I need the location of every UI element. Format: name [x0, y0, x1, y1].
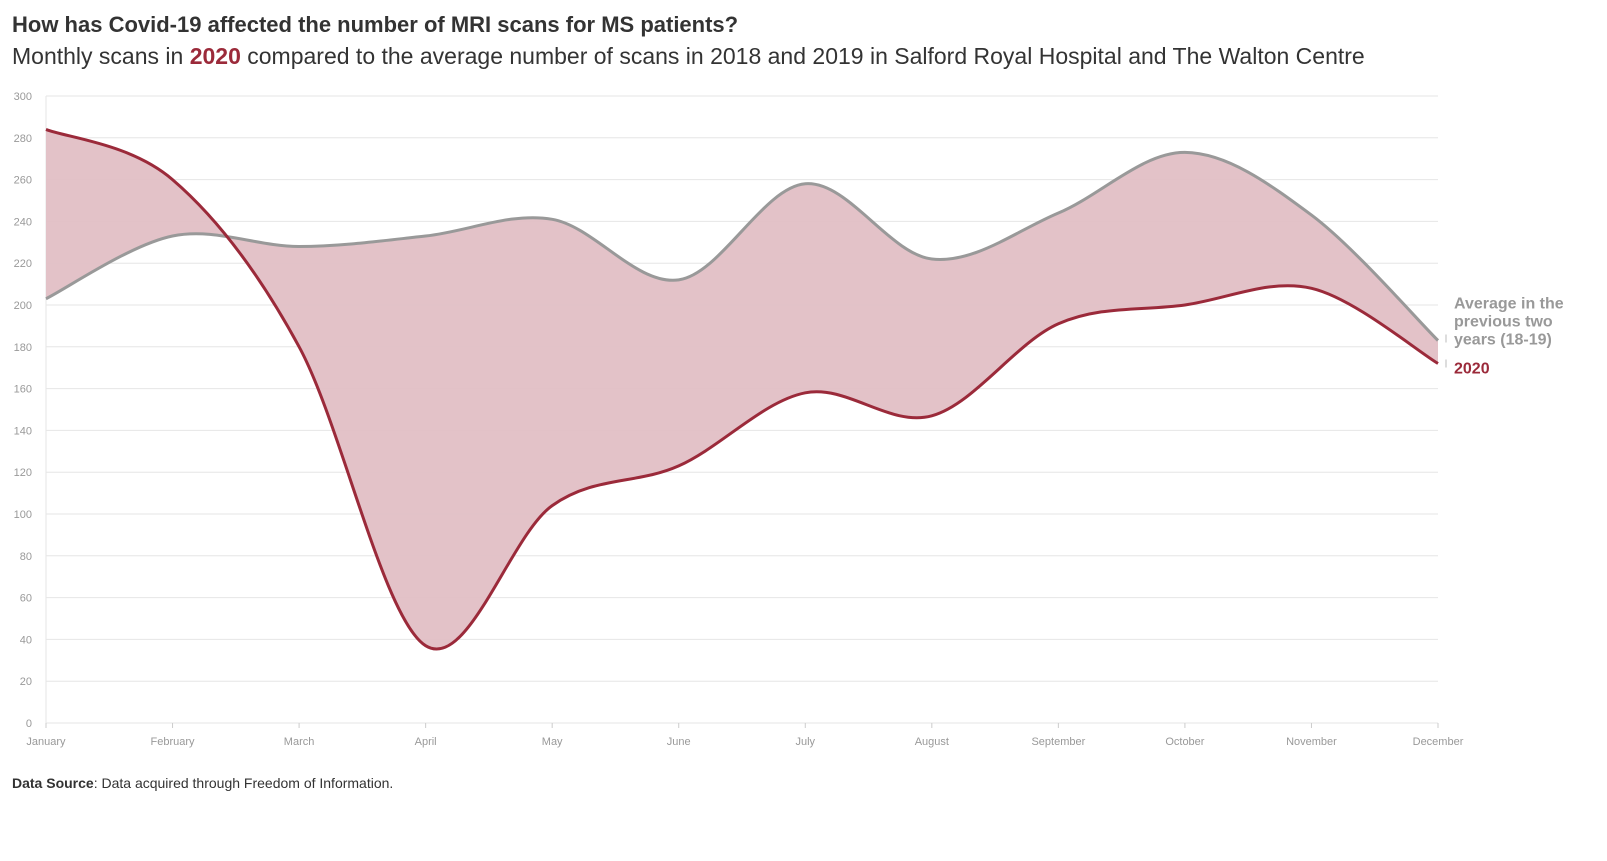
- y-tick-label: 40: [20, 634, 32, 646]
- x-tick-label: February: [151, 736, 196, 748]
- x-tick-label: September: [1031, 736, 1085, 748]
- x-tick-label: July: [795, 736, 815, 748]
- chart-title: How has Covid-19 affected the number of …: [12, 12, 739, 37]
- grid-lines: [45, 95, 1438, 724]
- series-2020-label: 2020: [1454, 361, 1490, 378]
- average-series-label: years (18-19): [1454, 332, 1552, 349]
- difference-area-fill: [46, 129, 1438, 650]
- y-tick-label: 80: [20, 551, 32, 563]
- x-tick-label: May: [542, 736, 563, 748]
- y-tick-label: 0: [26, 718, 32, 730]
- data-source-text: : Data acquired through Freedom of Infor…: [93, 775, 394, 791]
- x-tick-label: March: [284, 736, 315, 748]
- y-tick-label: 260: [14, 175, 32, 187]
- y-axis-ticks: 0 20 40 60 80 100 120 140 160 180 200 220 240 260 280 3…: [14, 91, 32, 730]
- y-tick-label: 200: [14, 300, 32, 312]
- x-tick-label: April: [415, 736, 437, 748]
- series-2020-line: [45, 128, 1439, 651]
- y-tick-label: 160: [14, 384, 32, 396]
- y-tick-label: 20: [20, 676, 32, 688]
- chart-subtitle: Monthly scans in 2020 compared to the av…: [12, 43, 1365, 70]
- average-series-label: previous two: [1454, 314, 1553, 331]
- difference-area: [46, 129, 1438, 650]
- y-tick-label: 180: [14, 342, 32, 354]
- series-lines: [45, 128, 1440, 651]
- x-tick-label: November: [1286, 736, 1337, 748]
- y-tick-label: 140: [14, 425, 32, 437]
- x-tick-label: January: [26, 736, 66, 748]
- x-tick-label: December: [1413, 736, 1464, 748]
- y-tick-label: 60: [20, 593, 32, 605]
- x-axis-ticks: January February March April May June July Augu…: [26, 723, 1464, 748]
- y-tick-label: 100: [14, 509, 32, 521]
- y-tick-label: 280: [14, 133, 32, 145]
- x-tick-label: October: [1165, 736, 1204, 748]
- y-tick-label: 220: [14, 258, 32, 270]
- subtitle-highlight-2020: 2020: [189, 43, 241, 69]
- subtitle-prefix: Monthly scans in: [12, 43, 190, 69]
- average-18-19-line: [45, 150, 1440, 342]
- y-tick-label: 240: [14, 216, 32, 228]
- average-series-label: Average in the: [1454, 296, 1564, 313]
- data-source-label: Data Source: [12, 775, 94, 791]
- y-tick-label: 300: [14, 91, 32, 103]
- x-tick-label: August: [915, 736, 949, 748]
- x-tick-label: June: [667, 736, 691, 748]
- y-tick-label: 120: [14, 467, 32, 479]
- subtitle-suffix: compared to the average number of scans …: [240, 43, 1365, 69]
- data-source-note: Data Source: Data acquired through Freed…: [12, 775, 393, 791]
